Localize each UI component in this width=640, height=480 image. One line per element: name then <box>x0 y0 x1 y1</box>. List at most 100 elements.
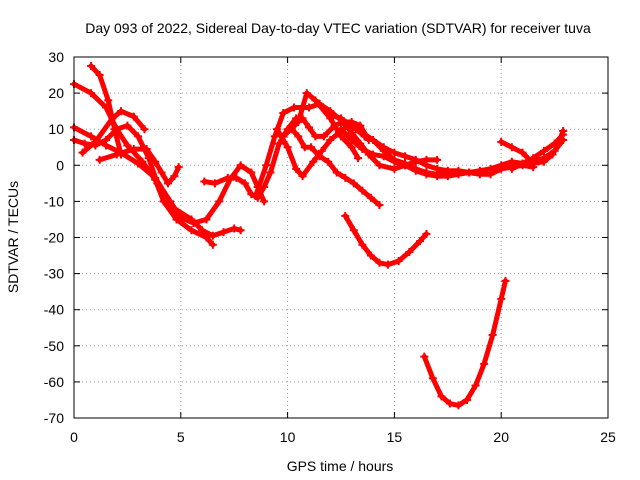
series-arc-5 <box>78 107 149 157</box>
y-tick-label: 20 <box>48 85 64 101</box>
data-point <box>347 128 356 137</box>
series-arc-2 <box>87 62 125 159</box>
data-point <box>497 294 506 303</box>
data-point <box>298 172 307 181</box>
data-point <box>379 152 388 161</box>
data-point <box>347 136 356 145</box>
data-point <box>420 352 429 361</box>
data-point <box>375 201 384 210</box>
data-point <box>174 163 183 172</box>
data-point <box>102 136 111 145</box>
data-point <box>337 125 345 134</box>
data-point <box>112 150 121 159</box>
data-point <box>247 168 256 177</box>
data-point <box>394 256 403 265</box>
data-point <box>170 172 179 181</box>
data-point <box>358 128 367 137</box>
data-point <box>379 143 388 152</box>
data-point <box>369 136 378 145</box>
data-point <box>356 121 365 130</box>
data-point <box>292 164 301 173</box>
data-point <box>311 132 320 141</box>
axis-ticks: 0 5 10 15 20 25 -70 -60 -50 -40 -30 -20 -10 0 10 20 30 <box>44 49 616 445</box>
data-point <box>78 148 87 157</box>
data-point <box>375 161 384 170</box>
data-point <box>87 89 96 98</box>
data-point <box>433 172 442 181</box>
y-tick-label: 0 <box>56 157 64 173</box>
data-point <box>129 112 138 121</box>
data-point <box>230 224 239 233</box>
data-point <box>475 166 484 175</box>
data-point <box>349 226 358 235</box>
data-point <box>539 157 548 166</box>
data-point <box>443 172 452 181</box>
data-point <box>123 121 132 130</box>
data-point <box>304 103 313 112</box>
data-point <box>270 132 279 141</box>
x-tick-label: 25 <box>600 429 616 445</box>
data-point <box>87 132 96 141</box>
data-point <box>518 159 527 168</box>
y-tick-label: -70 <box>44 410 64 426</box>
data-point <box>337 132 345 141</box>
data-point <box>497 161 506 170</box>
data-point <box>433 164 442 173</box>
data-point <box>304 123 313 132</box>
data-point <box>422 161 431 170</box>
data-point <box>559 130 568 139</box>
data-point <box>401 161 410 170</box>
data-point <box>157 168 166 177</box>
data-point <box>279 108 288 117</box>
y-tick-label: -20 <box>44 230 64 246</box>
data-point <box>507 164 516 173</box>
data-point <box>266 168 275 177</box>
data-point <box>232 173 241 182</box>
data-point <box>411 166 420 175</box>
x-axis-label: GPS time / hours <box>287 458 394 474</box>
y-tick-label: -40 <box>44 302 64 318</box>
y-tick-label: 10 <box>48 121 64 137</box>
series-arc-10 <box>279 89 363 163</box>
grid-lines <box>74 57 608 418</box>
data-point <box>454 170 463 179</box>
data-point <box>108 114 117 123</box>
data-point <box>200 177 209 186</box>
data-point <box>129 145 138 154</box>
data-point <box>140 125 149 134</box>
data-point <box>539 146 548 155</box>
data-point <box>163 179 172 188</box>
y-tick-label: -30 <box>44 266 64 282</box>
series-line <box>71 124 267 226</box>
data-point <box>358 145 367 154</box>
data-point <box>390 148 399 157</box>
data-point <box>324 157 333 166</box>
data-point <box>315 152 324 161</box>
data-point <box>337 114 345 123</box>
data-point <box>87 62 96 71</box>
data-point <box>480 359 489 368</box>
data-point <box>262 161 271 170</box>
data-point <box>411 155 420 164</box>
data-point <box>116 107 125 116</box>
data-point <box>210 179 219 188</box>
data-point <box>302 89 311 98</box>
data-point <box>548 150 557 159</box>
data-point <box>454 401 463 410</box>
data-point <box>236 161 245 170</box>
data-point <box>390 157 399 166</box>
data-point <box>401 152 410 161</box>
data-point <box>142 145 151 154</box>
data-point <box>240 179 249 188</box>
data-point <box>341 211 350 220</box>
data-point <box>91 137 100 146</box>
data-point <box>134 132 143 141</box>
data-point <box>219 228 228 237</box>
series-line <box>289 126 382 208</box>
series-arc-17 <box>507 130 568 173</box>
data-point <box>341 173 350 182</box>
data-point <box>428 374 437 383</box>
x-tick-label: 5 <box>177 429 185 445</box>
series-arc-15 <box>420 276 510 410</box>
data-point <box>550 139 559 148</box>
